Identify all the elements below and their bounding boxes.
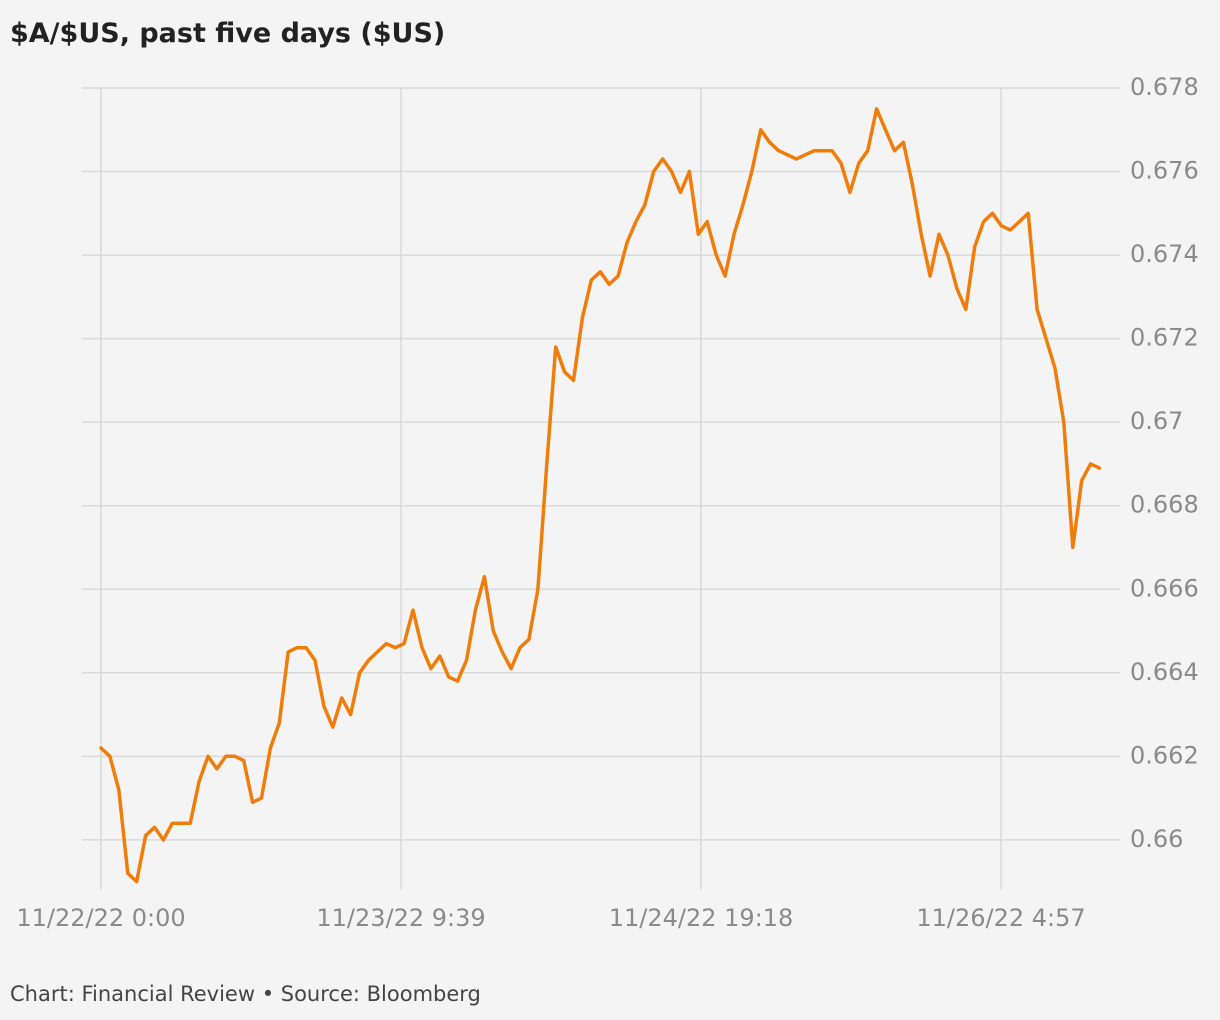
y-tick-label: 0.678 bbox=[1130, 73, 1199, 101]
chart-title: $A/$US, past five days ($US) bbox=[10, 18, 445, 49]
x-tick-label: 11/23/22 9:39 bbox=[316, 904, 485, 932]
y-tick-label: 0.668 bbox=[1130, 491, 1199, 519]
y-tick-label: 0.662 bbox=[1130, 741, 1199, 769]
y-tick-label: 0.66 bbox=[1130, 825, 1183, 853]
x-tick-label: 11/26/22 4:57 bbox=[916, 904, 1085, 932]
price-line bbox=[99, 107, 1102, 884]
y-tick-label: 0.674 bbox=[1130, 240, 1199, 268]
x-tick-label: 11/24/22 19:18 bbox=[609, 904, 794, 932]
y-tick-label: 0.67 bbox=[1130, 407, 1183, 435]
y-tick-label: 0.664 bbox=[1130, 658, 1199, 686]
y-tick-label: 0.672 bbox=[1130, 324, 1199, 352]
x-tick-label: 11/22/22 0:00 bbox=[16, 904, 185, 932]
y-tick-label: 0.676 bbox=[1130, 157, 1199, 185]
y-tick-label: 0.666 bbox=[1130, 574, 1199, 602]
source-note: Chart: Financial Review • Source: Bloomb… bbox=[10, 982, 481, 1006]
